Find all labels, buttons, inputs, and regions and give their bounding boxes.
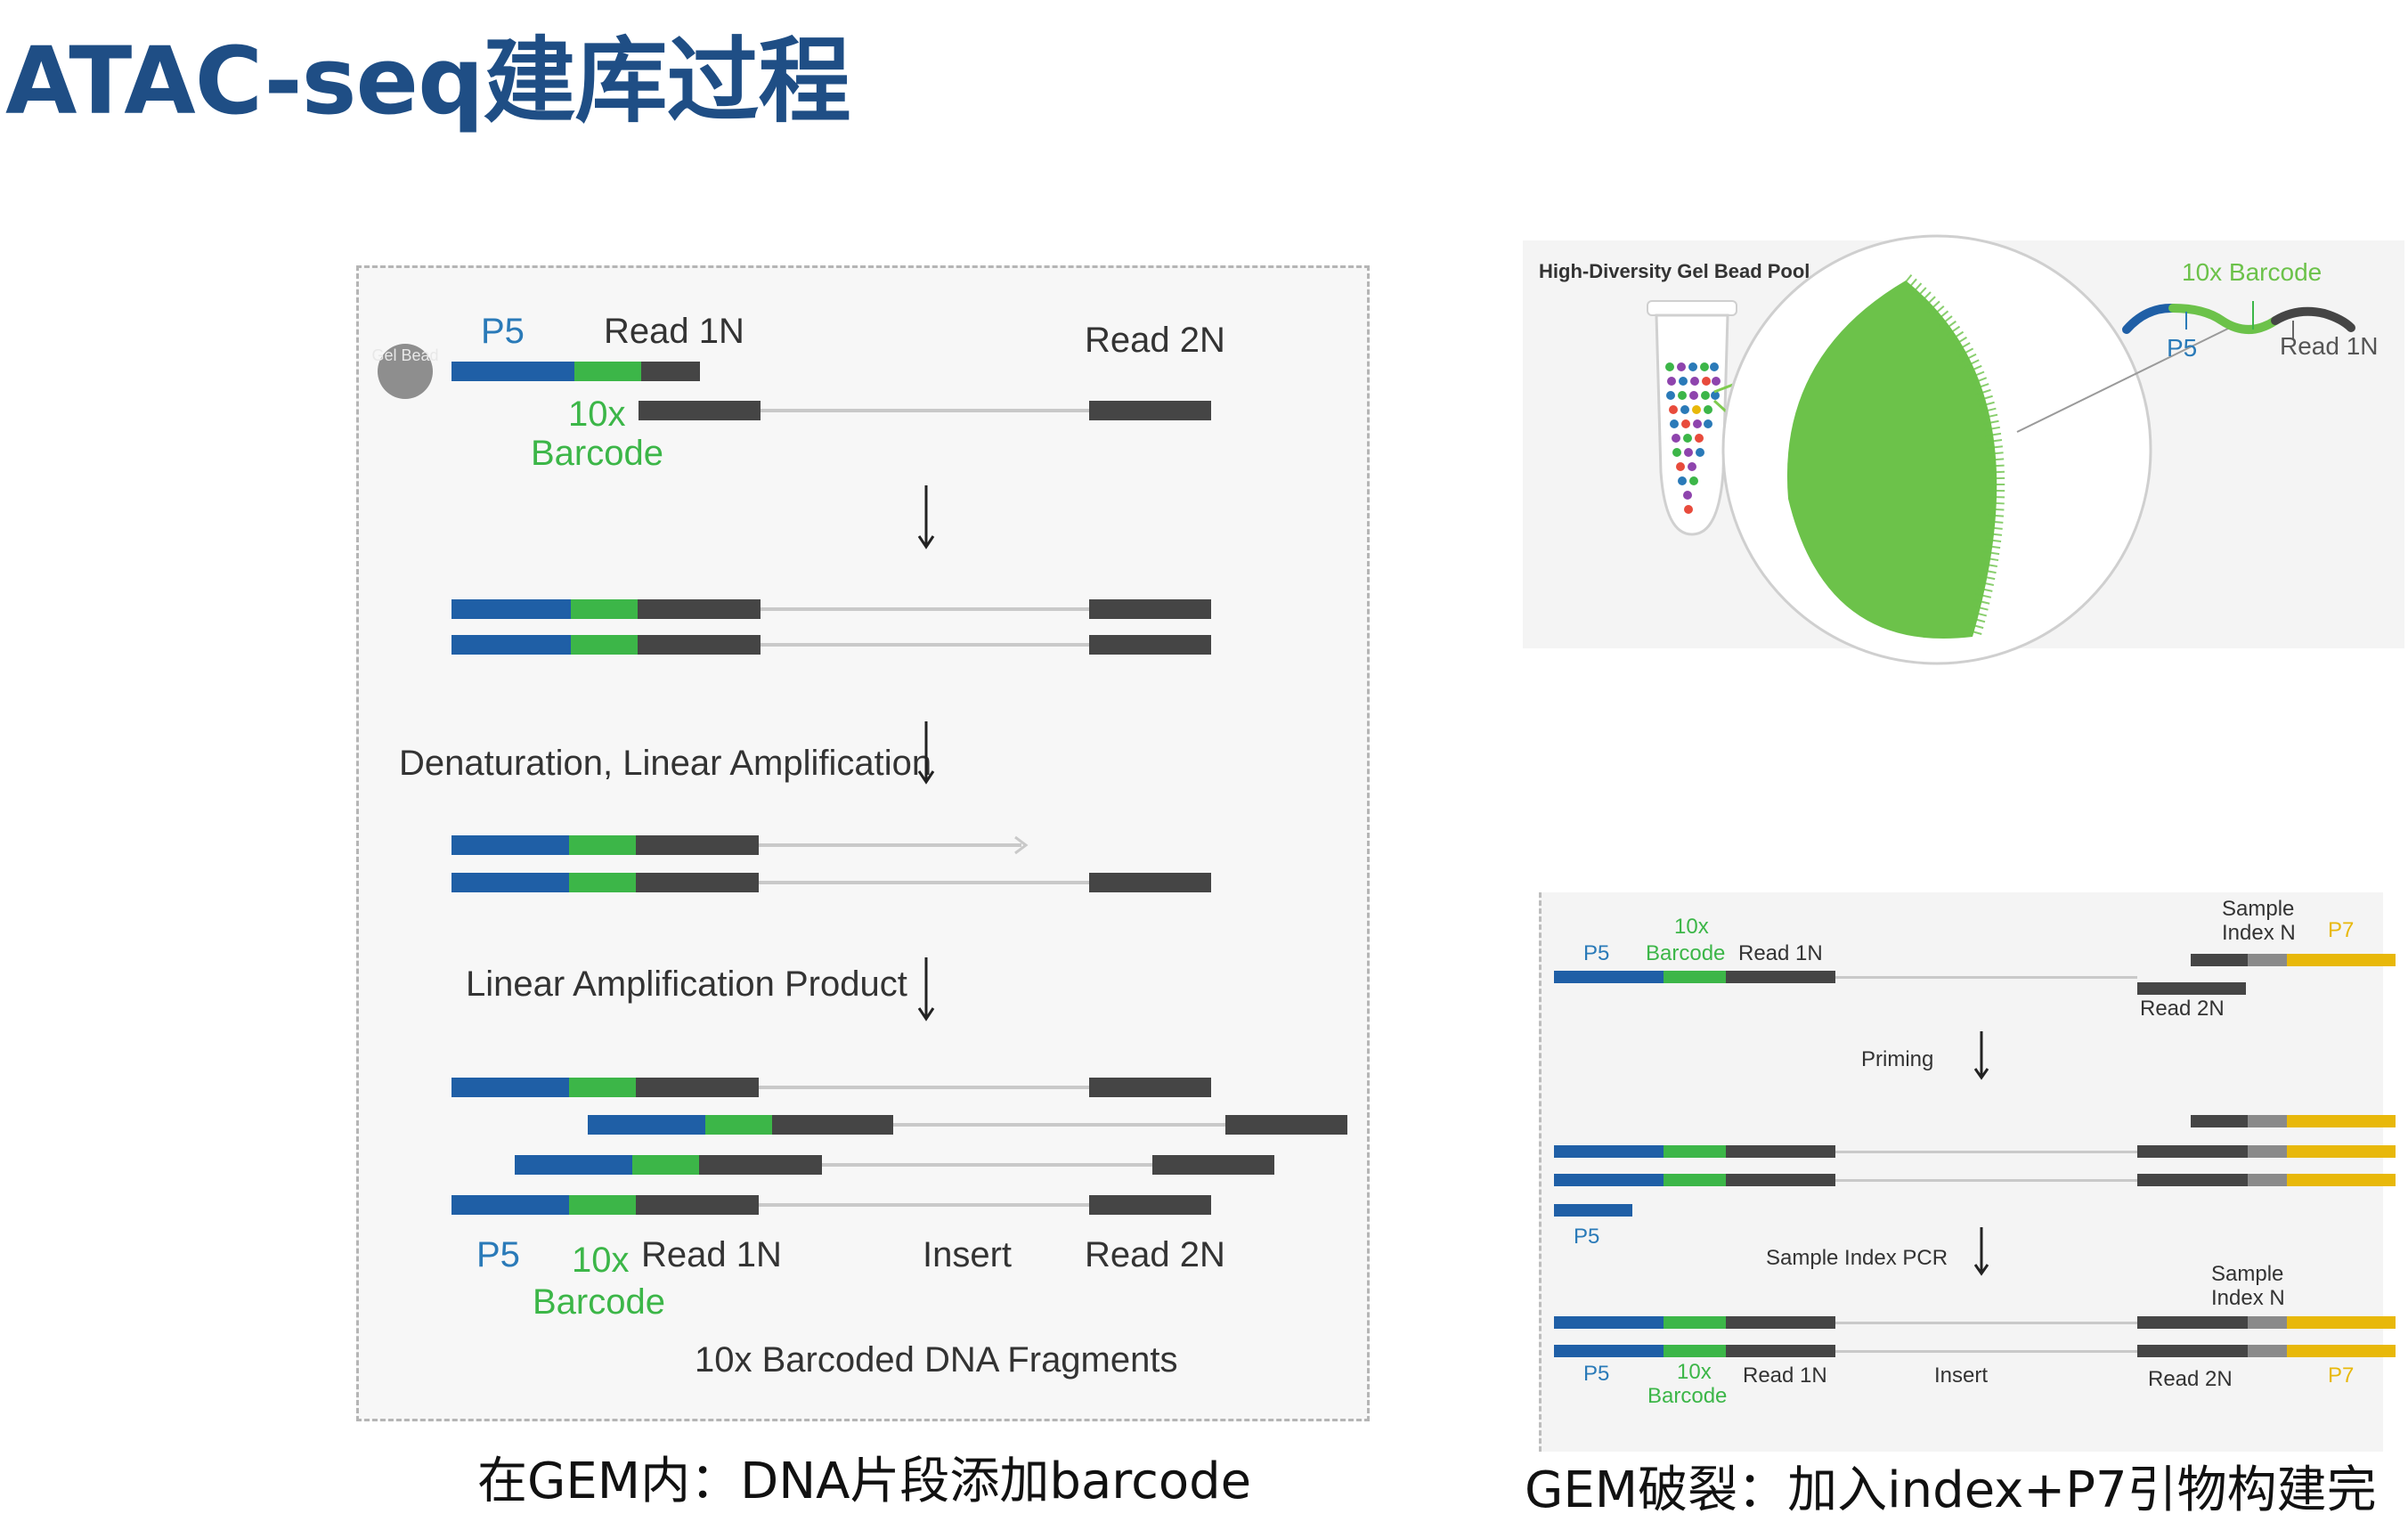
top-barcode-label: 10x Barcode: [2182, 258, 2322, 286]
bead-oligo: [452, 362, 700, 381]
bottom-p5-label: P5: [476, 1235, 520, 1274]
br-bottom-p5: P5: [1583, 1362, 1609, 1386]
bottom-barcode-bottom: Barcode: [533, 1282, 665, 1322]
br-read1-label: Read 1N: [1738, 941, 1823, 965]
down-arrow-icon: [1973, 1227, 1989, 1276]
right-caption: GEM破裂：加入index+P7引物构建完: [1525, 1461, 2377, 1519]
br-index2-n: Index N: [2211, 1286, 2285, 1310]
br-p5-label: P5: [1583, 941, 1609, 965]
gel-bead-icon: [1786, 281, 1997, 639]
priming-label: Priming: [1861, 1047, 1933, 1071]
step-denaturation-label: Denaturation, Linear Amplification: [399, 744, 931, 783]
fragment-strand: [639, 401, 1211, 420]
br-bottom-insert: Insert: [1934, 1363, 1988, 1388]
down-arrow-icon: [917, 721, 935, 785]
br-strand-3: [1554, 1316, 2396, 1357]
read1-label: Read 1N: [604, 312, 744, 351]
top-p5-label: P5: [2167, 334, 2197, 362]
left-caption: 在GEM内：DNA片段添加barcode: [477, 1453, 1252, 1510]
br-bottom-read1: Read 1N: [1743, 1363, 1827, 1388]
br-index-n: Index N: [2222, 921, 2296, 945]
br-bottom-barcode-top: 10x: [1677, 1360, 1712, 1384]
br-bottom-barcode-bottom: Barcode: [1647, 1384, 1727, 1408]
pool-label: High-Diversity Gel Bead Pool: [1539, 260, 1810, 282]
br-bottom-read2: Read 2N: [2148, 1367, 2233, 1391]
bottom-read2-label: Read 2N: [1085, 1235, 1225, 1274]
page-title: ATAC-seq建库过程: [5, 27, 851, 135]
barcode-label-bottom: Barcode: [531, 434, 663, 473]
barcode-label-top: 10x: [568, 395, 626, 434]
br-strand-1: [1554, 954, 2396, 995]
down-arrow-icon: [917, 957, 935, 1021]
gel-bead-label: Gel Bead: [371, 346, 438, 364]
br-sample-top: Sample: [2222, 897, 2294, 921]
step-product-label: Linear Amplification Product: [466, 964, 907, 1004]
gel-bead-icon: [378, 344, 433, 399]
tube-icon: [1647, 300, 1737, 536]
bottom-barcode-top: 10x: [572, 1241, 630, 1280]
top-read1-label: Read 1N: [2280, 332, 2379, 360]
br-p5-short-label: P5: [1574, 1225, 1599, 1249]
amplification-products: [452, 1078, 1347, 1215]
bottom-read1-label: Read 1N: [641, 1235, 782, 1274]
double-strand: [452, 599, 1211, 655]
br-sample2-top: Sample: [2211, 1262, 2283, 1286]
br-p7-label: P7: [2328, 918, 2354, 942]
p5-label: P5: [481, 312, 525, 351]
down-arrow-icon: [1973, 1031, 1989, 1080]
down-arrow-icon: [917, 485, 935, 549]
fragments-caption: 10x Barcoded DNA Fragments: [695, 1340, 1177, 1380]
zoom-line: [2016, 324, 2236, 433]
br-read2-label: Read 2N: [2140, 997, 2225, 1021]
linear-amplification-strands: [452, 835, 1211, 892]
br-bottom-p7: P7: [2328, 1363, 2354, 1388]
br-barcode-bottom: Barcode: [1646, 941, 1725, 965]
bottom-insert-label: Insert: [923, 1235, 1012, 1274]
read2-label: Read 2N: [1085, 321, 1225, 360]
sample-index-pcr-label: Sample Index PCR: [1766, 1246, 1948, 1270]
gel-bead-dots: [1665, 362, 1721, 514]
br-strand-2: [1554, 1115, 2396, 1217]
barcode-oligo: [2122, 303, 2355, 334]
br-barcode-top: 10x: [1674, 915, 1709, 939]
